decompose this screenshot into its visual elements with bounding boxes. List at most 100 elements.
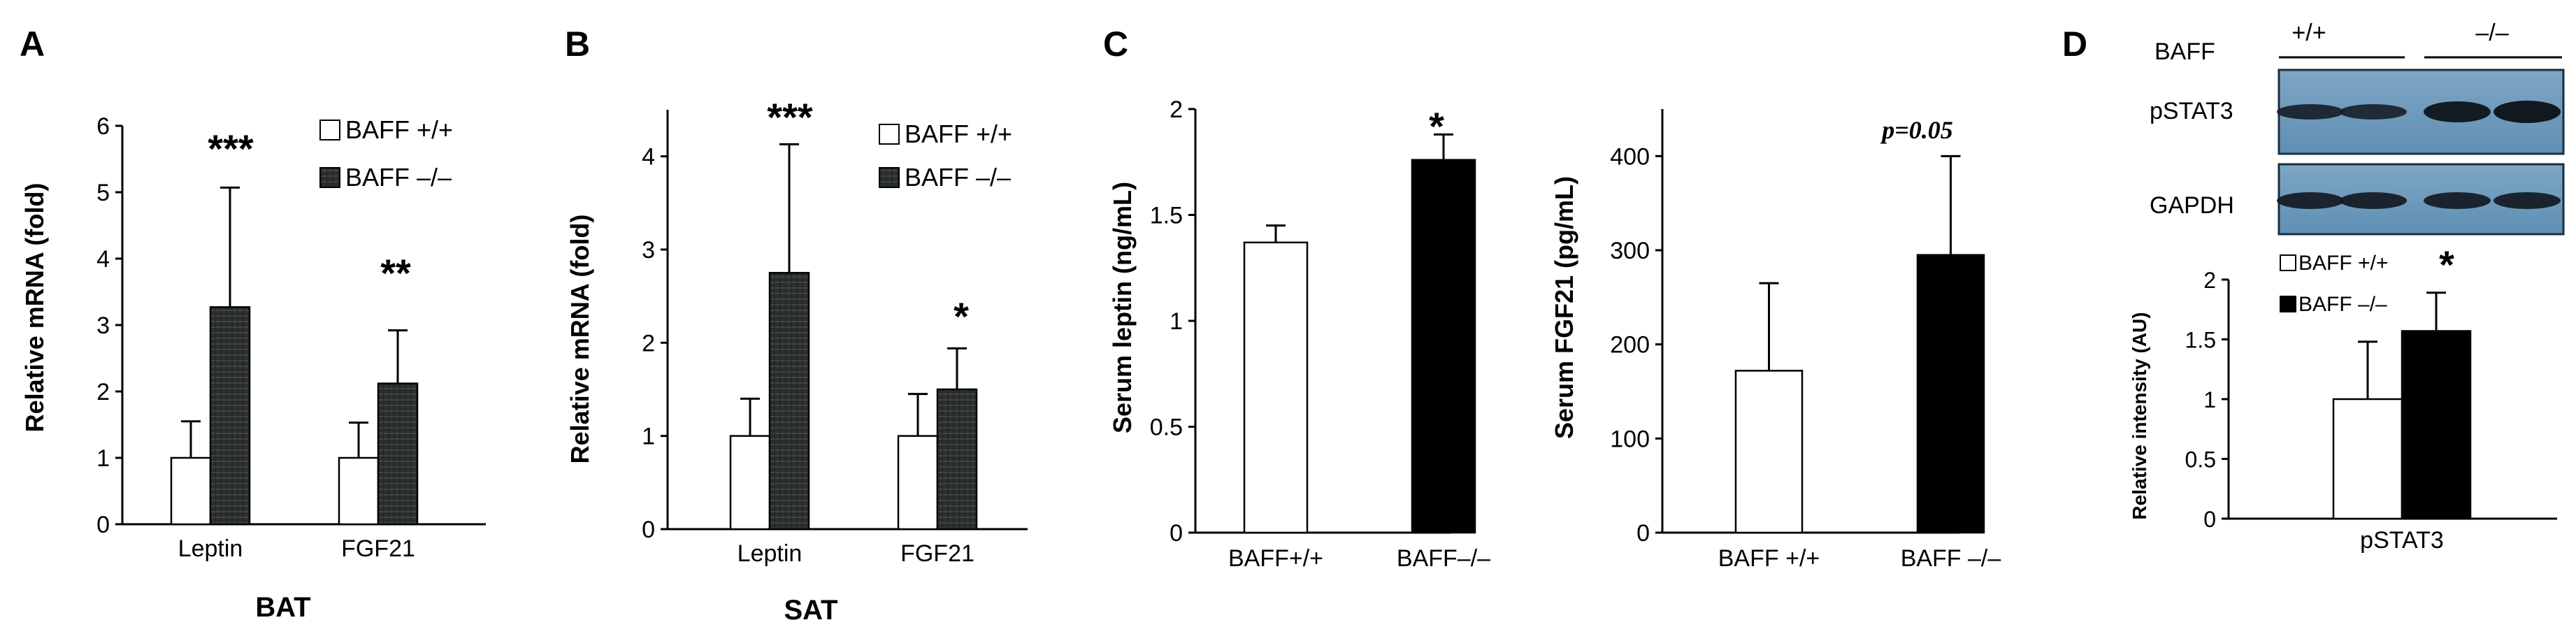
panel-a-xlabel: BAT bbox=[255, 592, 310, 623]
panel-d-blot: BAFF +/+ –/– pSTAT3 GAPDH bbox=[2150, 20, 2565, 236]
blot-row-label-baff: BAFF bbox=[2154, 38, 2215, 65]
panel-d-legend-wt: BAFF +/+ bbox=[2298, 252, 2388, 275]
pstat3-band bbox=[2424, 101, 2491, 122]
panel-d-plot: 0 0.5 1 1.5 2 pSTAT3 bbox=[2185, 268, 2557, 554]
panel-c-leptin-star: * bbox=[1429, 104, 1444, 148]
gapdh-band bbox=[2424, 192, 2491, 209]
panel-b-bar bbox=[729, 435, 771, 531]
panel-a-ytick-label: 6 bbox=[96, 113, 110, 140]
panel-c-leptin-ytick-label: 1.5 bbox=[1150, 203, 1183, 229]
panel-a-legend-ko: BAFF –/– bbox=[345, 163, 452, 192]
panel-c-fgf21-plot: 0 100 200 300 400 BAFF +/+ BAFF –/– bbox=[1610, 109, 2001, 572]
panel-c-fgf21-pvalue: p=0.05 bbox=[1880, 116, 1953, 144]
panel-d-legend-ko: BAFF –/– bbox=[2298, 293, 2387, 316]
panel-c-leptin-ytick-label: 0.5 bbox=[1150, 415, 1183, 441]
panel-a-category-label: FGF21 bbox=[341, 535, 415, 562]
gapdh-band bbox=[2494, 192, 2561, 209]
blot-genotype-wt: +/+ bbox=[2291, 20, 2326, 46]
panel-letter-d: D bbox=[2062, 24, 2087, 64]
panel-d-ytick-label: 0 bbox=[2203, 507, 2216, 532]
panel-d-ytick-label: 0.5 bbox=[2185, 447, 2216, 473]
panel-c-fgf21-ylabel: Serum FGF21 (pg/mL) bbox=[1550, 176, 1578, 439]
blot-genotype-ko: –/– bbox=[2475, 20, 2508, 46]
panel-c-leptin-ylabel: Serum leptin (ng/mL) bbox=[1108, 182, 1137, 433]
panel-a-legend: BAFF +/+ BAFF –/– bbox=[319, 115, 453, 192]
panel-a-bar bbox=[338, 456, 380, 526]
panel-c-fgf21-ytick-label: 400 bbox=[1610, 143, 1650, 170]
panel-c-fgf21-bar bbox=[1916, 254, 1985, 534]
panel-d-legend: BAFF +/+ BAFF –/– bbox=[2280, 252, 2388, 316]
panel-d-ytick-label: 1.5 bbox=[2185, 328, 2216, 353]
panel-letter-c: C bbox=[1103, 24, 1128, 64]
panel-c-fgf21-bar bbox=[1734, 370, 1804, 534]
panel-c-leptin-ytick-label: 0 bbox=[1170, 520, 1183, 547]
panel-b-star-leptin: *** bbox=[767, 95, 813, 139]
panel-c-leptin-ytick-label: 2 bbox=[1170, 96, 1183, 123]
panel-b-ytick-label: 1 bbox=[642, 424, 655, 450]
panel-a-ytick-label: 0 bbox=[96, 512, 110, 538]
panel-b-legend-wt: BAFF +/+ bbox=[905, 120, 1012, 148]
panel-b-ytick-label: 2 bbox=[642, 330, 655, 356]
panel-a-category-label: Leptin bbox=[178, 535, 243, 562]
panel-b-ytick-label: 0 bbox=[642, 517, 655, 543]
panel-a-bar bbox=[209, 306, 251, 526]
panel-c-fgf21-ytick-label: 300 bbox=[1610, 238, 1650, 264]
panel-b-legend-swatch-wt bbox=[879, 124, 900, 145]
panel-d-ylabel: Relative intensity (AU) bbox=[2129, 312, 2150, 519]
panel-b-ylabel: Relative mRNA (fold) bbox=[566, 215, 594, 464]
panel-c-leptin-plot: 0 0.5 1 1.5 2 BAFF+/+ BAFF–/– bbox=[1150, 96, 1490, 572]
panel-letter-b: B bbox=[565, 24, 590, 64]
panel-b-legend-ko: BAFF –/– bbox=[905, 163, 1011, 192]
panel-a-bar bbox=[377, 382, 419, 526]
panel-b-bar bbox=[936, 388, 978, 531]
panel-d-ytick-label: 1 bbox=[2203, 387, 2216, 412]
panel-d-category-label: pSTAT3 bbox=[2360, 527, 2444, 554]
panel-d-bar bbox=[2332, 398, 2403, 520]
panel-a-plot: 0 1 2 3 4 5 6 Leptin FGF21 bbox=[96, 113, 486, 562]
panel-b-bar bbox=[897, 435, 939, 531]
panel-d-legend-swatch-wt bbox=[2280, 254, 2296, 271]
blot-pstat3-bands bbox=[2277, 101, 2561, 123]
panel-b-bar bbox=[768, 272, 810, 531]
panel-b-legend: BAFF +/+ BAFF –/– bbox=[879, 120, 1012, 192]
panel-letter-a: A bbox=[20, 24, 45, 64]
blot-gapdh-bands bbox=[2277, 192, 2561, 209]
panel-c-leptin: 0 0.5 1 1.5 2 BAFF+/+ BAFF–/– Serum leptin (ng… bbox=[1108, 96, 1490, 572]
panel-a-ytick-label: 3 bbox=[96, 312, 110, 339]
panel-c-fgf21-ytick-label: 200 bbox=[1610, 332, 1650, 359]
pstat3-band bbox=[2277, 104, 2344, 120]
panel-b-xlabel: SAT bbox=[784, 595, 837, 626]
panel-c-leptin-bar bbox=[1243, 241, 1309, 534]
panel-d-bar bbox=[2401, 330, 2472, 520]
panel-a-legend-swatch-wt bbox=[319, 120, 340, 140]
panel-d-ytick-label: 2 bbox=[2203, 268, 2216, 293]
panel-a-ytick-label: 2 bbox=[96, 379, 110, 405]
panel-c-fgf21: 0 100 200 300 400 BAFF +/+ BAFF –/– Serum FGF2… bbox=[1550, 109, 2001, 572]
panel-a-ylabel: Relative mRNA (fold) bbox=[20, 183, 49, 433]
panel-b: 0 1 2 3 4 Leptin FGF21 Relative mRNA (fold) SA… bbox=[566, 95, 1028, 626]
panel-b-category-label: Leptin bbox=[737, 540, 803, 567]
panel-c-fgf21-ytick-label: 100 bbox=[1610, 426, 1650, 452]
blot-label-gapdh: GAPDH bbox=[2150, 192, 2234, 219]
panel-b-ytick-label: 4 bbox=[642, 144, 655, 171]
panel-a-star-leptin: *** bbox=[208, 127, 254, 171]
pstat3-band bbox=[2494, 101, 2561, 123]
pstat3-band bbox=[2340, 104, 2407, 120]
panel-c-fgf21-category-label: BAFF +/+ bbox=[1718, 545, 1820, 572]
panel-b-legend-swatch-ko bbox=[879, 167, 900, 188]
panel-c-leptin-bar bbox=[1411, 159, 1476, 534]
panel-b-star-fgf21: * bbox=[954, 294, 969, 338]
blot-label-pstat3: pSTAT3 bbox=[2150, 98, 2233, 124]
panel-c-fgf21-category-label: BAFF –/– bbox=[1901, 545, 2001, 572]
panel-c-leptin-ytick-label: 1 bbox=[1170, 308, 1183, 335]
gapdh-band bbox=[2340, 192, 2407, 209]
panel-a-star-fgf21: ** bbox=[380, 251, 411, 295]
panel-c-leptin-category-label: BAFF–/– bbox=[1397, 545, 1490, 572]
panel-d-star: * bbox=[2439, 243, 2454, 287]
panel-a-ytick-label: 5 bbox=[96, 180, 110, 206]
panel-a-ytick-label: 1 bbox=[96, 445, 110, 472]
panel-b-plot: 0 1 2 3 4 Leptin FGF21 bbox=[642, 110, 1028, 567]
